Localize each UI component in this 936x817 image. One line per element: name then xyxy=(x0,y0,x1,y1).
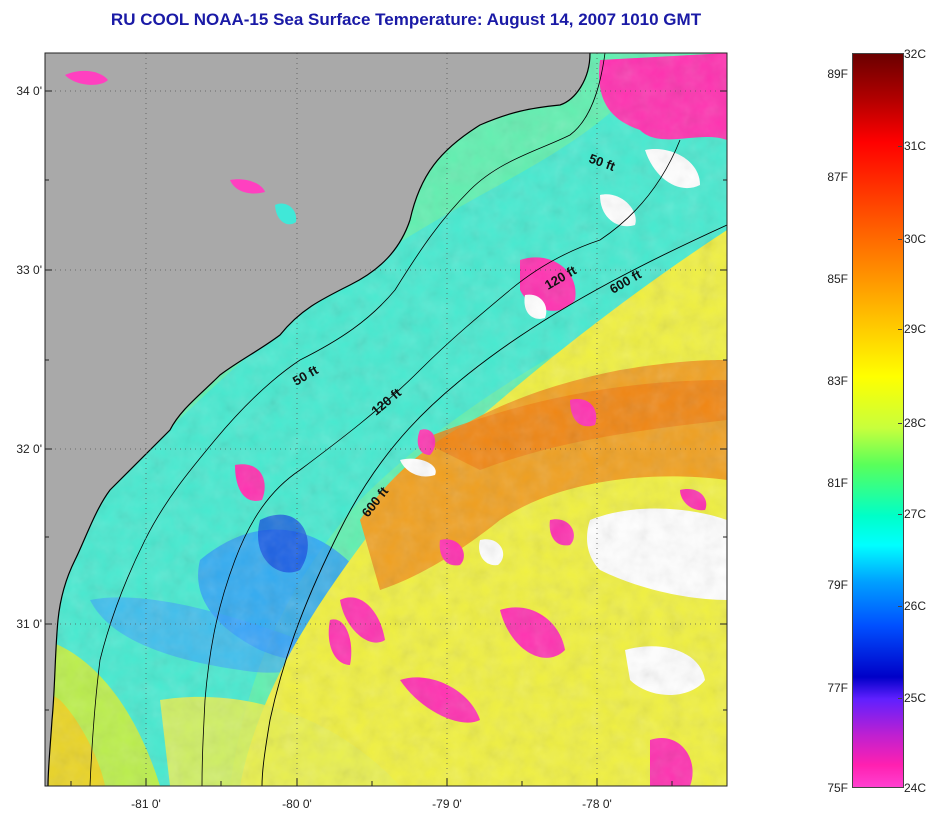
colorbar-label-celsius: 29C xyxy=(904,322,927,336)
colorbar-label-celsius: 28C xyxy=(904,416,927,430)
inland-water-feature xyxy=(65,70,108,85)
isobath-120ft xyxy=(201,139,681,786)
temperature-colorbar xyxy=(852,53,904,788)
latitude-label: 33 0' xyxy=(16,263,42,277)
colorbar-label-fahrenheit: 83F xyxy=(827,374,848,388)
colorbar-label-fahrenheit: 75F xyxy=(827,781,848,795)
map-frame xyxy=(44,52,728,787)
colorbar-label-celsius: 31C xyxy=(904,139,927,153)
colorbar-label-celsius: 26C xyxy=(904,599,927,613)
longitude-label: -78 0' xyxy=(582,797,612,811)
colorbar-label-celsius: 24C xyxy=(904,781,927,795)
axis-ticks xyxy=(45,90,727,786)
colorbar-label-fahrenheit: 87F xyxy=(827,170,848,184)
colorbar-tick xyxy=(898,698,902,699)
isobath-600ft xyxy=(261,224,727,786)
colorbar-tick xyxy=(898,239,902,240)
colorbar-label-celsius: 30C xyxy=(904,232,927,246)
colorbar-label-fahrenheit: 85F xyxy=(827,272,848,286)
graticule xyxy=(45,53,727,786)
colorbar-tick xyxy=(898,329,902,330)
latitude-label: 34 0' xyxy=(16,84,42,98)
isobath-50ft xyxy=(89,53,606,786)
colorbar-label-fahrenheit: 79F xyxy=(827,578,848,592)
longitude-label: -79 0' xyxy=(432,797,462,811)
colorbar-tick xyxy=(898,606,902,607)
land-mass xyxy=(45,53,590,786)
latitude-label: 32 0' xyxy=(16,442,42,456)
colorbar-label-celsius: 27C xyxy=(904,507,927,521)
longitude-label: -80 0' xyxy=(282,797,312,811)
longitude-label: -81 0' xyxy=(131,797,161,811)
colorbar-label-celsius: 25C xyxy=(904,691,927,705)
colorbar-tick xyxy=(898,514,902,515)
inland-water-feature xyxy=(275,203,297,225)
inland-water-feature xyxy=(230,179,265,194)
colorbar-label-fahrenheit: 81F xyxy=(827,476,848,490)
colorbar-tick xyxy=(898,146,902,147)
coastline xyxy=(47,53,591,786)
map-title: RU COOL NOAA-15 Sea Surface Temperature:… xyxy=(110,10,702,29)
colorbar-label-fahrenheit: 89F xyxy=(827,67,848,81)
colorbar-label-fahrenheit: 77F xyxy=(827,681,848,695)
colorbar-tick xyxy=(898,423,902,424)
colorbar-label-celsius: 32C xyxy=(904,47,927,61)
latitude-label: 31 0' xyxy=(16,617,42,631)
